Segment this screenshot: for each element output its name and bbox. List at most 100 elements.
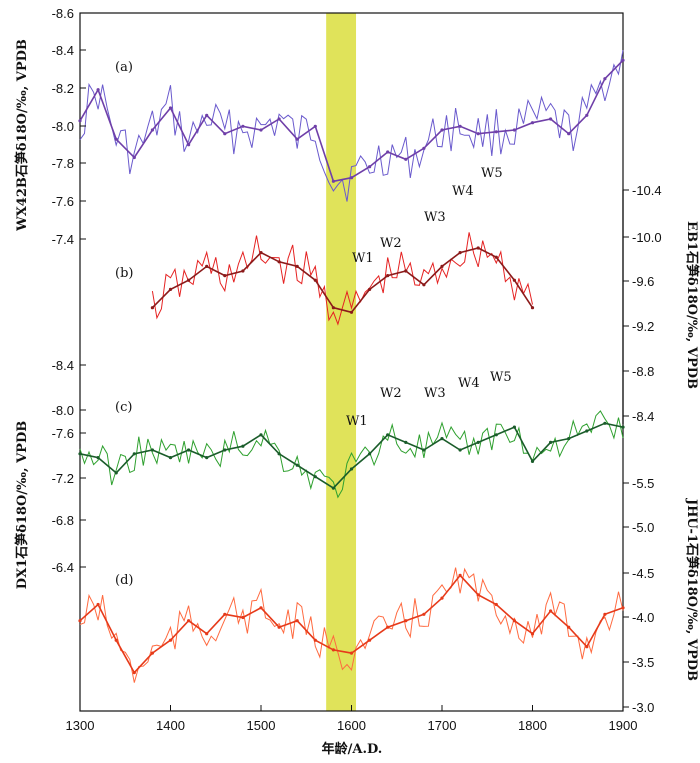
point-dx1 xyxy=(422,448,426,452)
point-eb1 xyxy=(259,251,263,255)
annotation-c-w2: W2 xyxy=(380,386,402,401)
point-dx1 xyxy=(621,425,625,429)
point-eb1 xyxy=(458,251,462,255)
point-jhu-1 xyxy=(422,612,426,616)
point-eb1 xyxy=(476,246,480,250)
left-tick-label: -6.8 xyxy=(52,513,74,528)
annotation-c-w5: W5 xyxy=(490,370,512,385)
right-tick-label: -3.0 xyxy=(632,700,654,715)
point-eb1 xyxy=(241,269,245,273)
x-tick-label: 1500 xyxy=(247,718,276,733)
point-dx1 xyxy=(549,440,553,444)
point-wx42b xyxy=(132,155,136,160)
point-wx42b xyxy=(168,106,173,110)
point-jhu-1 xyxy=(277,625,281,629)
point-dx1 xyxy=(295,463,299,467)
point-jhu-1 xyxy=(187,619,191,623)
right-tick-label: -10.4 xyxy=(632,183,662,198)
point-eb1 xyxy=(386,274,390,278)
point-wx42b xyxy=(150,128,154,132)
point-eb1 xyxy=(205,264,209,268)
point-wx42b xyxy=(331,179,335,183)
point-wx42b xyxy=(494,130,498,134)
point-jhu-1 xyxy=(150,651,154,655)
point-dx1 xyxy=(96,456,100,460)
point-dx1 xyxy=(150,448,154,452)
point-jhu-1 xyxy=(386,625,390,629)
point-dx1 xyxy=(168,456,173,460)
right-tick-label: -4.0 xyxy=(632,610,654,625)
left-tick-label: -7.8 xyxy=(52,156,74,171)
right-tick-label: -10.0 xyxy=(632,230,662,245)
point-jhu-1 xyxy=(621,606,625,610)
y-axis-title-left-bottom: DX1石笋δ18O/‰, VPDB xyxy=(14,421,30,589)
point-eb1 xyxy=(440,264,444,268)
left-tick-label: -7.6 xyxy=(52,426,74,441)
point-jhu-1 xyxy=(241,615,245,620)
point-jhu-1 xyxy=(114,638,118,642)
point-jhu-1 xyxy=(168,638,173,642)
left-tick-label: -8.6 xyxy=(52,6,74,21)
point-dx1 xyxy=(512,425,517,429)
left-tick-label: -8.2 xyxy=(52,81,74,96)
point-dx1 xyxy=(187,448,191,452)
y-axis-title-right-top: EB1石笋δ18O/‰, VPDB xyxy=(684,221,700,389)
series-smooth-eb1 xyxy=(151,247,534,314)
left-tick-label: -8.4 xyxy=(52,43,74,58)
point-dx1 xyxy=(205,456,209,460)
highlight-band xyxy=(326,13,357,711)
right-tick-label: -8.4 xyxy=(632,409,654,424)
point-wx42b xyxy=(621,58,625,62)
point-wx42b xyxy=(603,77,607,81)
point-dx1 xyxy=(494,433,498,437)
panel-label-a: (a) xyxy=(115,60,133,75)
point-dx1 xyxy=(603,421,607,425)
point-wx42b xyxy=(440,128,444,132)
point-jhu-1 xyxy=(476,593,480,597)
point-jhu-1 xyxy=(603,612,607,616)
series-raw-jhu-1 xyxy=(79,567,624,683)
left-tick-label: -7.2 xyxy=(52,471,74,486)
series-layer xyxy=(78,50,625,683)
point-jhu-1 xyxy=(223,612,227,616)
point-eb1 xyxy=(494,255,498,259)
panel-label-b: (b) xyxy=(115,266,133,281)
point-dx1 xyxy=(567,437,571,441)
point-wx42b xyxy=(241,124,245,128)
x-tick-label: 1800 xyxy=(518,718,547,733)
point-wx42b xyxy=(223,132,227,136)
point-jhu-1 xyxy=(313,638,317,642)
x-tick-label: 1300 xyxy=(66,718,95,733)
annotation-b-w5: W5 xyxy=(481,166,503,181)
point-eb1 xyxy=(368,287,372,291)
point-dx1 xyxy=(585,429,589,433)
right-tick-label: -9.2 xyxy=(632,319,654,334)
point-wx42b xyxy=(404,157,408,161)
point-wx42b xyxy=(549,117,553,121)
point-jhu-1 xyxy=(205,632,209,636)
point-jhu-1 xyxy=(295,619,299,623)
point-eb1 xyxy=(530,306,535,310)
x-tick-label: 1400 xyxy=(156,718,185,733)
point-jhu-1 xyxy=(349,651,354,655)
left-tick-label: -8.4 xyxy=(52,358,74,373)
point-wx42b xyxy=(313,124,317,128)
left-tick-label: -7.4 xyxy=(52,232,74,247)
x-tick-label: 1900 xyxy=(609,718,638,733)
panel-label-c: (c) xyxy=(115,400,132,415)
right-tick-label: -5.0 xyxy=(632,520,654,535)
point-dx1 xyxy=(277,452,281,456)
point-wx42b xyxy=(295,137,299,141)
point-wx42b xyxy=(96,88,100,92)
point-dx1 xyxy=(458,448,462,452)
point-dx1 xyxy=(349,467,354,471)
point-dx1 xyxy=(476,440,480,444)
annotation-b-w4: W4 xyxy=(452,184,474,199)
point-jhu-1 xyxy=(78,619,82,623)
point-jhu-1 xyxy=(458,573,462,578)
point-dx1 xyxy=(78,452,82,456)
point-jhu-1 xyxy=(549,609,553,613)
point-dx1 xyxy=(331,486,335,490)
point-wx42b xyxy=(458,124,462,128)
